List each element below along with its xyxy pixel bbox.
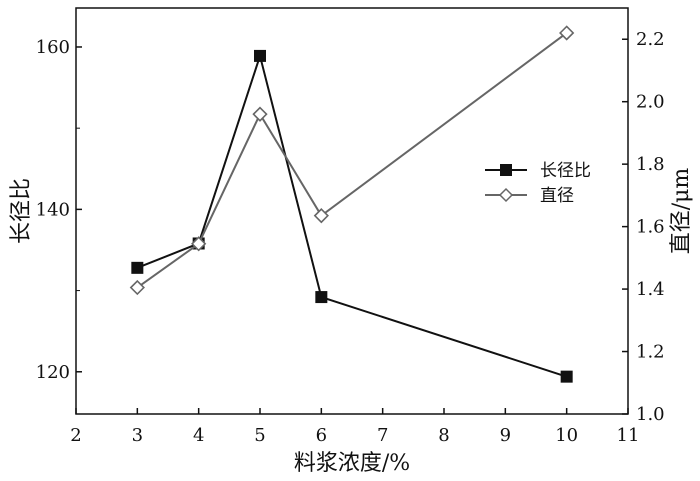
- legend: 长径比 直径: [485, 161, 591, 206]
- right-y-tick-label: 1.8: [636, 154, 665, 175]
- legend-marker-aspect-ratio: [500, 164, 512, 176]
- legend-marker-diameter: [498, 187, 514, 203]
- x-tick-label: 9: [500, 425, 511, 446]
- right-y-axis-title: 直径/μm: [669, 168, 694, 255]
- data-point-diameter: [313, 208, 329, 224]
- data-point-aspect-ratio: [254, 49, 266, 62]
- x-tick-label: 4: [193, 425, 204, 446]
- x-tick-label: 11: [617, 425, 640, 446]
- left-y-axis-title: 长径比: [9, 178, 34, 244]
- x-axis: 2 3 4 5 6 7 8 9 10 11: [70, 408, 639, 446]
- x-tick-label: 8: [438, 425, 449, 446]
- right-y-tick-label: 1.2: [636, 342, 665, 363]
- x-axis-title: 料浆浓度/%: [294, 451, 410, 476]
- data-point-diameter: [129, 279, 145, 296]
- x-tick-label: 2: [70, 425, 81, 446]
- plot-frame: [75, 7, 629, 415]
- x-tick-label: 10: [555, 425, 578, 446]
- data-point-diameter: [191, 236, 207, 252]
- right-y-tick-label: 1.0: [636, 404, 665, 425]
- data-point-aspect-ratio: [131, 261, 144, 274]
- left-y-tick-label: 120: [36, 362, 70, 383]
- right-y-tick-label: 1.6: [636, 217, 665, 238]
- left-y-tick-label: 140: [36, 199, 70, 220]
- legend-label-diameter: 直径: [540, 186, 574, 206]
- left-y-axis: 120 140 160: [36, 37, 82, 383]
- x-tick-label: 5: [254, 425, 265, 446]
- series-layer: [129, 25, 575, 383]
- data-point-diameter: [559, 25, 575, 41]
- x-tick-label: 3: [132, 425, 143, 446]
- right-y-tick-label: 2.2: [636, 29, 665, 50]
- series-line-0: [136, 52, 567, 378]
- right-y-tick-label: 1.4: [636, 279, 665, 300]
- data-point-aspect-ratio: [560, 370, 573, 383]
- data-point-aspect-ratio: [315, 291, 328, 304]
- data-point-diameter: [252, 106, 268, 122]
- left-y-tick-label: 160: [36, 37, 70, 58]
- legend-label-aspect-ratio: 长径比: [540, 161, 591, 181]
- right-y-axis: 1.0 1.2 1.4 1.6 1.8 2.0 2.2: [622, 29, 665, 425]
- x-tick-label: 6: [316, 425, 327, 446]
- x-tick-label: 7: [377, 425, 388, 446]
- right-y-tick-label: 2.0: [636, 92, 665, 113]
